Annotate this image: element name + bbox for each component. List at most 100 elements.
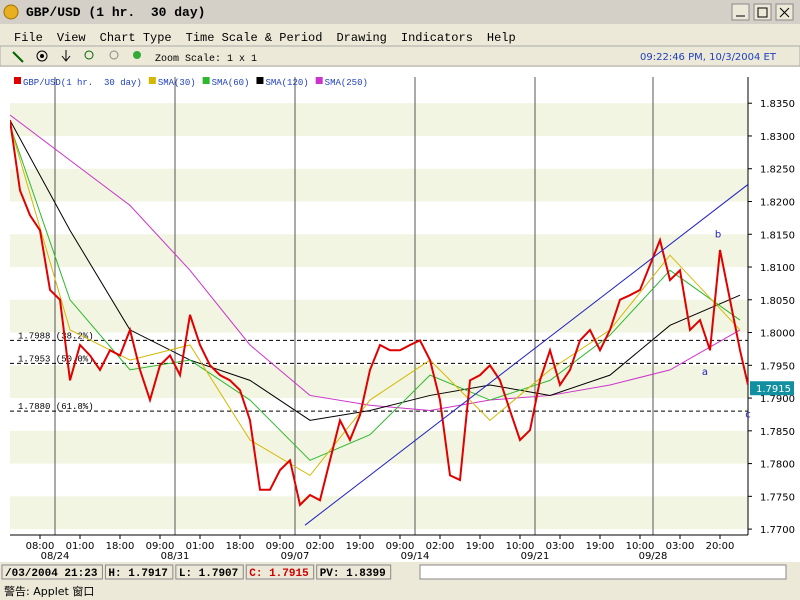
y-tick-label: 1.7850 <box>760 427 795 438</box>
legend-label: SMA(250) <box>325 78 368 88</box>
x-tick-label: 08:00 <box>26 541 55 552</box>
scrollbar[interactable] <box>419 564 787 580</box>
window-button-icons <box>736 7 790 18</box>
y-tick-label: 1.7700 <box>760 525 795 536</box>
x-tick-label: 19:00 <box>586 541 615 552</box>
legend-label: SMA(120) <box>265 78 308 88</box>
menu-item[interactable]: View <box>57 31 87 45</box>
wave-label: c <box>745 410 751 421</box>
y-tick-label: 1.8000 <box>760 329 795 340</box>
legend-swatch <box>256 77 264 84</box>
x-tick-label: 01:00 <box>66 541 95 552</box>
menu-item[interactable]: File <box>14 31 43 45</box>
toolbar-icons[interactable] <box>12 50 141 63</box>
date-label: 08/24 <box>41 551 70 562</box>
legend-swatch <box>14 77 21 84</box>
x-tick-label: 18:00 <box>106 541 135 552</box>
clock: 09:22:46 PM, 10/3/2004 ET <box>640 52 777 63</box>
menu-item[interactable]: Chart Type <box>100 31 172 45</box>
menu-item[interactable]: Indicators <box>401 31 473 45</box>
legend-swatch <box>202 77 210 84</box>
status-box <box>245 564 315 580</box>
window-title: GBP/USD (1 hr. 30 day) <box>26 5 205 20</box>
band <box>10 365 748 399</box>
band <box>10 430 748 464</box>
wave-label: b <box>715 230 721 241</box>
x-tick-label: 09:00 <box>386 541 415 552</box>
trendline <box>304 184 748 526</box>
status-field: C: 1.7915 <box>249 568 309 580</box>
y-tick-label: 1.7750 <box>760 492 795 503</box>
title-bar <box>0 0 800 24</box>
status-field: L: 1.7907 <box>179 568 238 580</box>
fib-label: 1.7953 (50.0%) <box>18 354 94 364</box>
x-tick-label: 10:00 <box>626 541 655 552</box>
sma-line <box>10 125 741 461</box>
menu-bar: File View Chart Type Time Scale & Period Dra… <box>14 31 516 45</box>
status-field: PV: 1.8399 <box>320 568 386 580</box>
x-tick-label: 19:00 <box>466 541 495 552</box>
band <box>10 103 748 136</box>
x-tick-label: 09:00 <box>266 541 295 552</box>
menu-item[interactable]: Help <box>487 31 516 45</box>
status-box <box>316 564 392 580</box>
legend-swatch <box>315 77 323 84</box>
sma-line <box>10 114 741 412</box>
toolbar <box>0 45 800 67</box>
x-tick-label: 03:00 <box>546 541 575 552</box>
x-tick-label: 09:00 <box>146 541 175 552</box>
x-tick-label: 01:00 <box>186 541 215 552</box>
x-tick-label: 18:00 <box>226 541 255 552</box>
chart: 1.7700 1.7750 1.7800 1.7850 1.7900 1.7950 1.80… <box>10 77 795 562</box>
y-tick-label: 1.7950 <box>760 361 795 372</box>
app-icon <box>3 4 19 20</box>
fib-label: 1.7988 (38.2%) <box>18 331 94 341</box>
date-label: 09/14 <box>401 551 430 562</box>
last-price-tag <box>750 381 794 396</box>
status-field: /03/2004 21:23 <box>5 568 98 580</box>
zoom-scale: Zoom Scale: 1 x 1 <box>155 53 257 65</box>
band <box>10 496 748 530</box>
x-tick-label: 02:00 <box>426 541 455 552</box>
band <box>10 299 748 333</box>
y-tick-label: 1.7900 <box>760 394 795 405</box>
date-label: 09/21 <box>521 551 550 562</box>
status-box <box>175 564 244 580</box>
legend-swatch <box>148 77 156 84</box>
y-tick-label: 1.8050 <box>760 296 795 307</box>
date-label: 09/28 <box>639 551 668 562</box>
x-tick-label: 19:00 <box>346 541 375 552</box>
last-price-label: 1.7915 <box>756 384 791 395</box>
x-tick-label: 03:00 <box>666 541 695 552</box>
legend-label: SMA(60) <box>212 78 250 88</box>
y-tick-label: 1.7800 <box>760 460 795 471</box>
status-fields: /03/2004 21:23 H: 1.7917 L: 1.7907 C: 1.791… <box>1 564 392 580</box>
price-line <box>10 120 748 507</box>
menu-item[interactable]: Drawing <box>336 31 386 45</box>
y-tick-label: 1.8100 <box>760 263 795 274</box>
legend-label: SMA(30) <box>158 78 196 88</box>
x-tick-label: 10:00 <box>506 541 535 552</box>
legend-label: GBP/USD(1 hr. 30 day) <box>23 78 142 88</box>
applet-warning: 警告: Applet 窗口 <box>4 584 94 598</box>
band <box>10 234 748 268</box>
status-box <box>1 564 103 580</box>
y-tick-label: 1.8350 <box>760 99 795 110</box>
maximize-button[interactable] <box>753 3 772 21</box>
y-tick-label: 1.8250 <box>760 165 795 176</box>
x-tick-label: 20:00 <box>706 541 735 552</box>
minimize-button[interactable] <box>731 3 750 21</box>
wave-label: a <box>702 367 708 378</box>
y-tick-label: 1.8150 <box>760 230 795 241</box>
fib-label: 1.7880 (61.8%) <box>18 402 94 412</box>
date-label: 09/07 <box>281 551 310 562</box>
status-field: H: 1.7917 <box>108 568 167 580</box>
y-tick-label: 1.8200 <box>760 197 795 208</box>
status-box <box>104 564 174 580</box>
band <box>10 168 748 202</box>
menu-item[interactable]: Time Scale & Period <box>186 31 323 45</box>
x-tick-label: 02:00 <box>306 541 335 552</box>
date-label: 08/31 <box>161 551 190 562</box>
